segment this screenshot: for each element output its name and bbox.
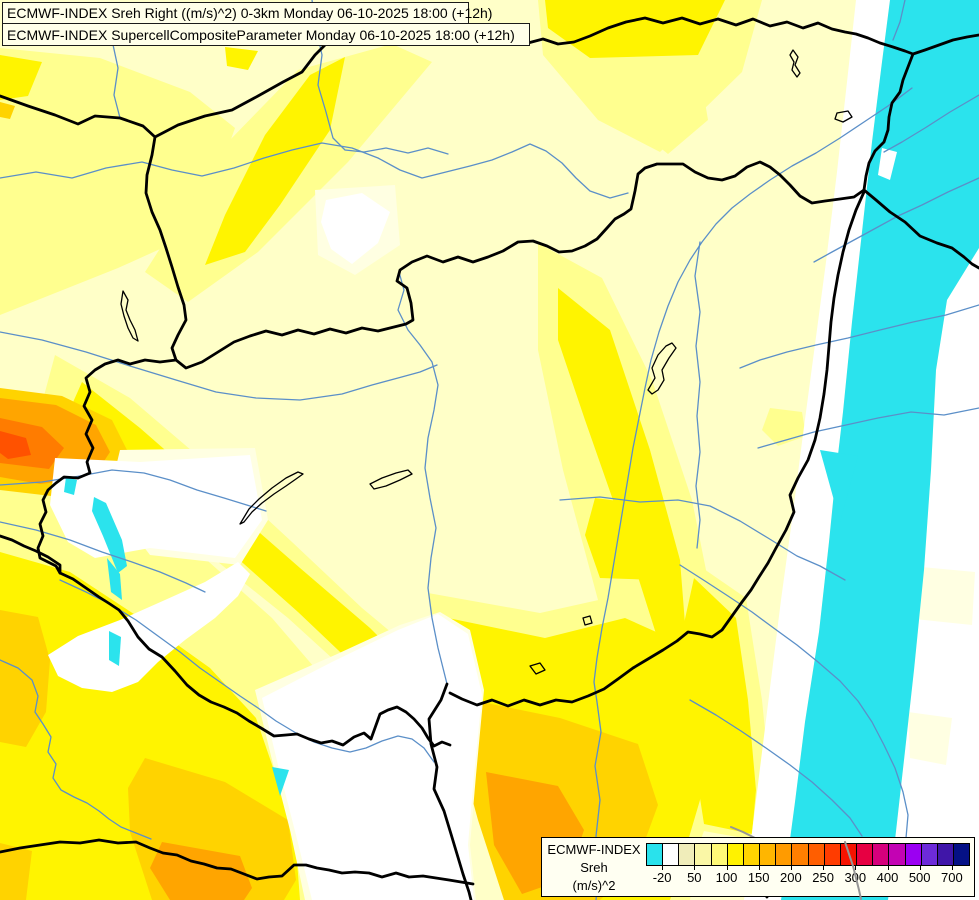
- legend-colorbar: [646, 843, 970, 866]
- legend-color-cell-11: [823, 844, 840, 865]
- legend-color-cell-4: [710, 844, 727, 865]
- legend-tick-label: 500: [908, 870, 931, 885]
- legend-tick-mark: [694, 865, 696, 870]
- legend-color-cell-19: [952, 844, 970, 865]
- legend-color-cell-2: [678, 844, 695, 865]
- legend-color-cell-3: [694, 844, 711, 865]
- legend-color-cell-6: [742, 844, 760, 865]
- legend-color-cell-5: [726, 844, 743, 865]
- legend-tick-mark: [758, 865, 760, 870]
- title-line2: ECMWF-INDEX SupercellCompositeParameter …: [7, 26, 515, 43]
- legend-tick-label: -20: [652, 870, 672, 885]
- legend-color-cell-0: [647, 844, 663, 865]
- color-scale-legend: ECMWF-INDEX Sreh (m/s)^2 -20 50 100 150 200 2…: [541, 837, 975, 897]
- legend-tick-label: 400: [876, 870, 899, 885]
- legend-color-cell-10: [807, 844, 824, 865]
- legend-tick-label: 150: [747, 870, 770, 885]
- legend-color-cell-9: [791, 844, 808, 865]
- legend-color-cell-17: [920, 844, 937, 865]
- country-borders: [0, 16, 979, 900]
- legend-parameter-label: Sreh: [580, 860, 608, 875]
- legend-tick-label: 100: [715, 870, 738, 885]
- legend-tick-mark: [726, 865, 728, 870]
- legend-tick-mark: [823, 865, 825, 870]
- legend-color-cell-18: [936, 844, 953, 865]
- legend-tick-label: 700: [941, 870, 963, 885]
- legend-units-label: (m/s)^2: [572, 878, 616, 893]
- legend-color-cell-12: [839, 844, 857, 865]
- legend-color-cell-1: [662, 844, 679, 865]
- legend-tick-mark: [951, 865, 953, 870]
- legend-product-label: ECMWF-INDEX: [547, 842, 641, 857]
- legend-label-block: ECMWF-INDEX Sreh (m/s)^2: [544, 841, 644, 895]
- lake-outlines: [120, 49, 853, 675]
- legend-tick-mark: [662, 865, 664, 870]
- legend-color-cell-14: [872, 844, 889, 865]
- legend-tick-mark: [919, 865, 921, 870]
- title-line1-box: ECMWF-INDEX Sreh Right ((m/s)^2) 0-3km M…: [2, 2, 492, 24]
- legend-tick-label: 250: [812, 870, 834, 885]
- title-line1: ECMWF-INDEX Sreh Right ((m/s)^2) 0-3km M…: [7, 5, 493, 21]
- title-line2-box: ECMWF-INDEX SupercellCompositeParameter …: [2, 23, 530, 46]
- legend-color-cell-7: [759, 844, 776, 865]
- legend-color-cell-8: [775, 844, 792, 865]
- legend-tick-label: 50: [687, 870, 702, 885]
- legend-tick-mark: [887, 865, 889, 870]
- legend-color-cell-16: [904, 844, 921, 865]
- legend-tick-label: 200: [780, 870, 802, 885]
- legend-color-cell-13: [856, 844, 873, 865]
- legend-tick-mark: [790, 865, 792, 870]
- legend-color-cell-15: [888, 844, 905, 865]
